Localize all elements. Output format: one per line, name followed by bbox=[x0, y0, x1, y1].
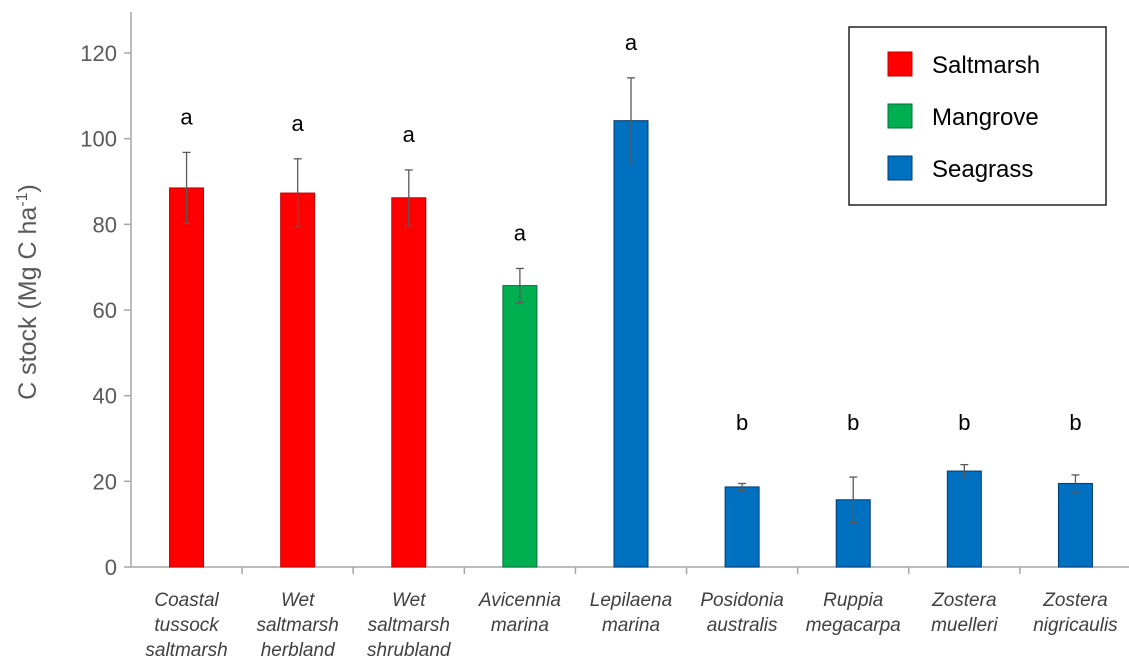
y-tick-label: 120 bbox=[80, 41, 117, 66]
x-tick-label: muelleri bbox=[931, 615, 998, 636]
y-axis: 0 20 40 60 80 100 120 bbox=[80, 12, 132, 580]
x-tick-label: nigricaulis bbox=[1033, 615, 1118, 636]
y-tick-label: 0 bbox=[105, 555, 117, 580]
y-axis-title: C stock (Mg C ha-1) bbox=[14, 184, 42, 400]
x-tick-label: Posidonia bbox=[700, 590, 783, 611]
significance-label: a bbox=[180, 104, 193, 129]
bar bbox=[946, 470, 982, 568]
x-tick-label: Avicennia bbox=[478, 590, 561, 611]
legend-label: Mangrove bbox=[932, 104, 1039, 131]
significance-label: b bbox=[958, 410, 970, 435]
x-tick-label: tussock bbox=[154, 615, 220, 636]
bar bbox=[502, 285, 538, 568]
x-tick-label: Zostera bbox=[1042, 590, 1107, 611]
y-tick-label: 40 bbox=[93, 384, 117, 409]
x-tick-label: saltmarsh bbox=[368, 615, 450, 636]
legend: Saltmarsh Mangrove Seagrass bbox=[848, 26, 1107, 206]
x-tick-label: marina bbox=[602, 615, 660, 636]
x-tick-label: saltmarsh bbox=[256, 615, 338, 636]
bar bbox=[724, 486, 760, 568]
x-tick-label: shrubland bbox=[367, 640, 452, 661]
y-tick-label: 80 bbox=[93, 212, 117, 237]
significance-label: a bbox=[514, 220, 527, 245]
significance-label: b bbox=[1069, 410, 1081, 435]
bar bbox=[169, 187, 205, 568]
significance-label: a bbox=[403, 122, 416, 147]
bar bbox=[391, 197, 427, 568]
x-axis: Coastal tussock saltmarsh Wet saltmarsh herbl… bbox=[131, 566, 1129, 661]
x-tick-label: Lepilaena bbox=[590, 590, 672, 611]
x-tick-label: Ruppia bbox=[823, 590, 883, 611]
x-tick-label: australis bbox=[707, 615, 778, 636]
legend-label: Seagrass bbox=[932, 156, 1033, 183]
significance-label: b bbox=[736, 410, 748, 435]
bar bbox=[280, 192, 316, 568]
y-tick-label: 20 bbox=[93, 469, 117, 494]
x-tick-label: saltmarsh bbox=[145, 640, 227, 661]
bar bbox=[1057, 482, 1093, 568]
legend-label: Saltmarsh bbox=[932, 52, 1040, 79]
x-tick-label: Wet bbox=[392, 590, 426, 611]
significance-label: b bbox=[847, 410, 859, 435]
y-tick-label: 100 bbox=[80, 127, 117, 152]
significance-label: a bbox=[292, 111, 305, 136]
x-tick-label: marina bbox=[491, 615, 549, 636]
x-tick-label: herbland bbox=[261, 640, 336, 661]
x-tick-label: Wet bbox=[281, 590, 315, 611]
legend-swatch bbox=[887, 103, 913, 129]
legend-swatch bbox=[887, 51, 913, 77]
legend-swatch bbox=[887, 155, 913, 181]
significance-label: a bbox=[625, 30, 638, 55]
bars: a a a a a b b b b bbox=[169, 30, 1093, 568]
x-tick-label: Coastal bbox=[154, 590, 219, 611]
x-tick-label: megacarpa bbox=[806, 615, 901, 636]
bar bbox=[613, 120, 649, 568]
x-tick-label: Zostera bbox=[931, 590, 996, 611]
y-tick-label: 60 bbox=[93, 298, 117, 323]
